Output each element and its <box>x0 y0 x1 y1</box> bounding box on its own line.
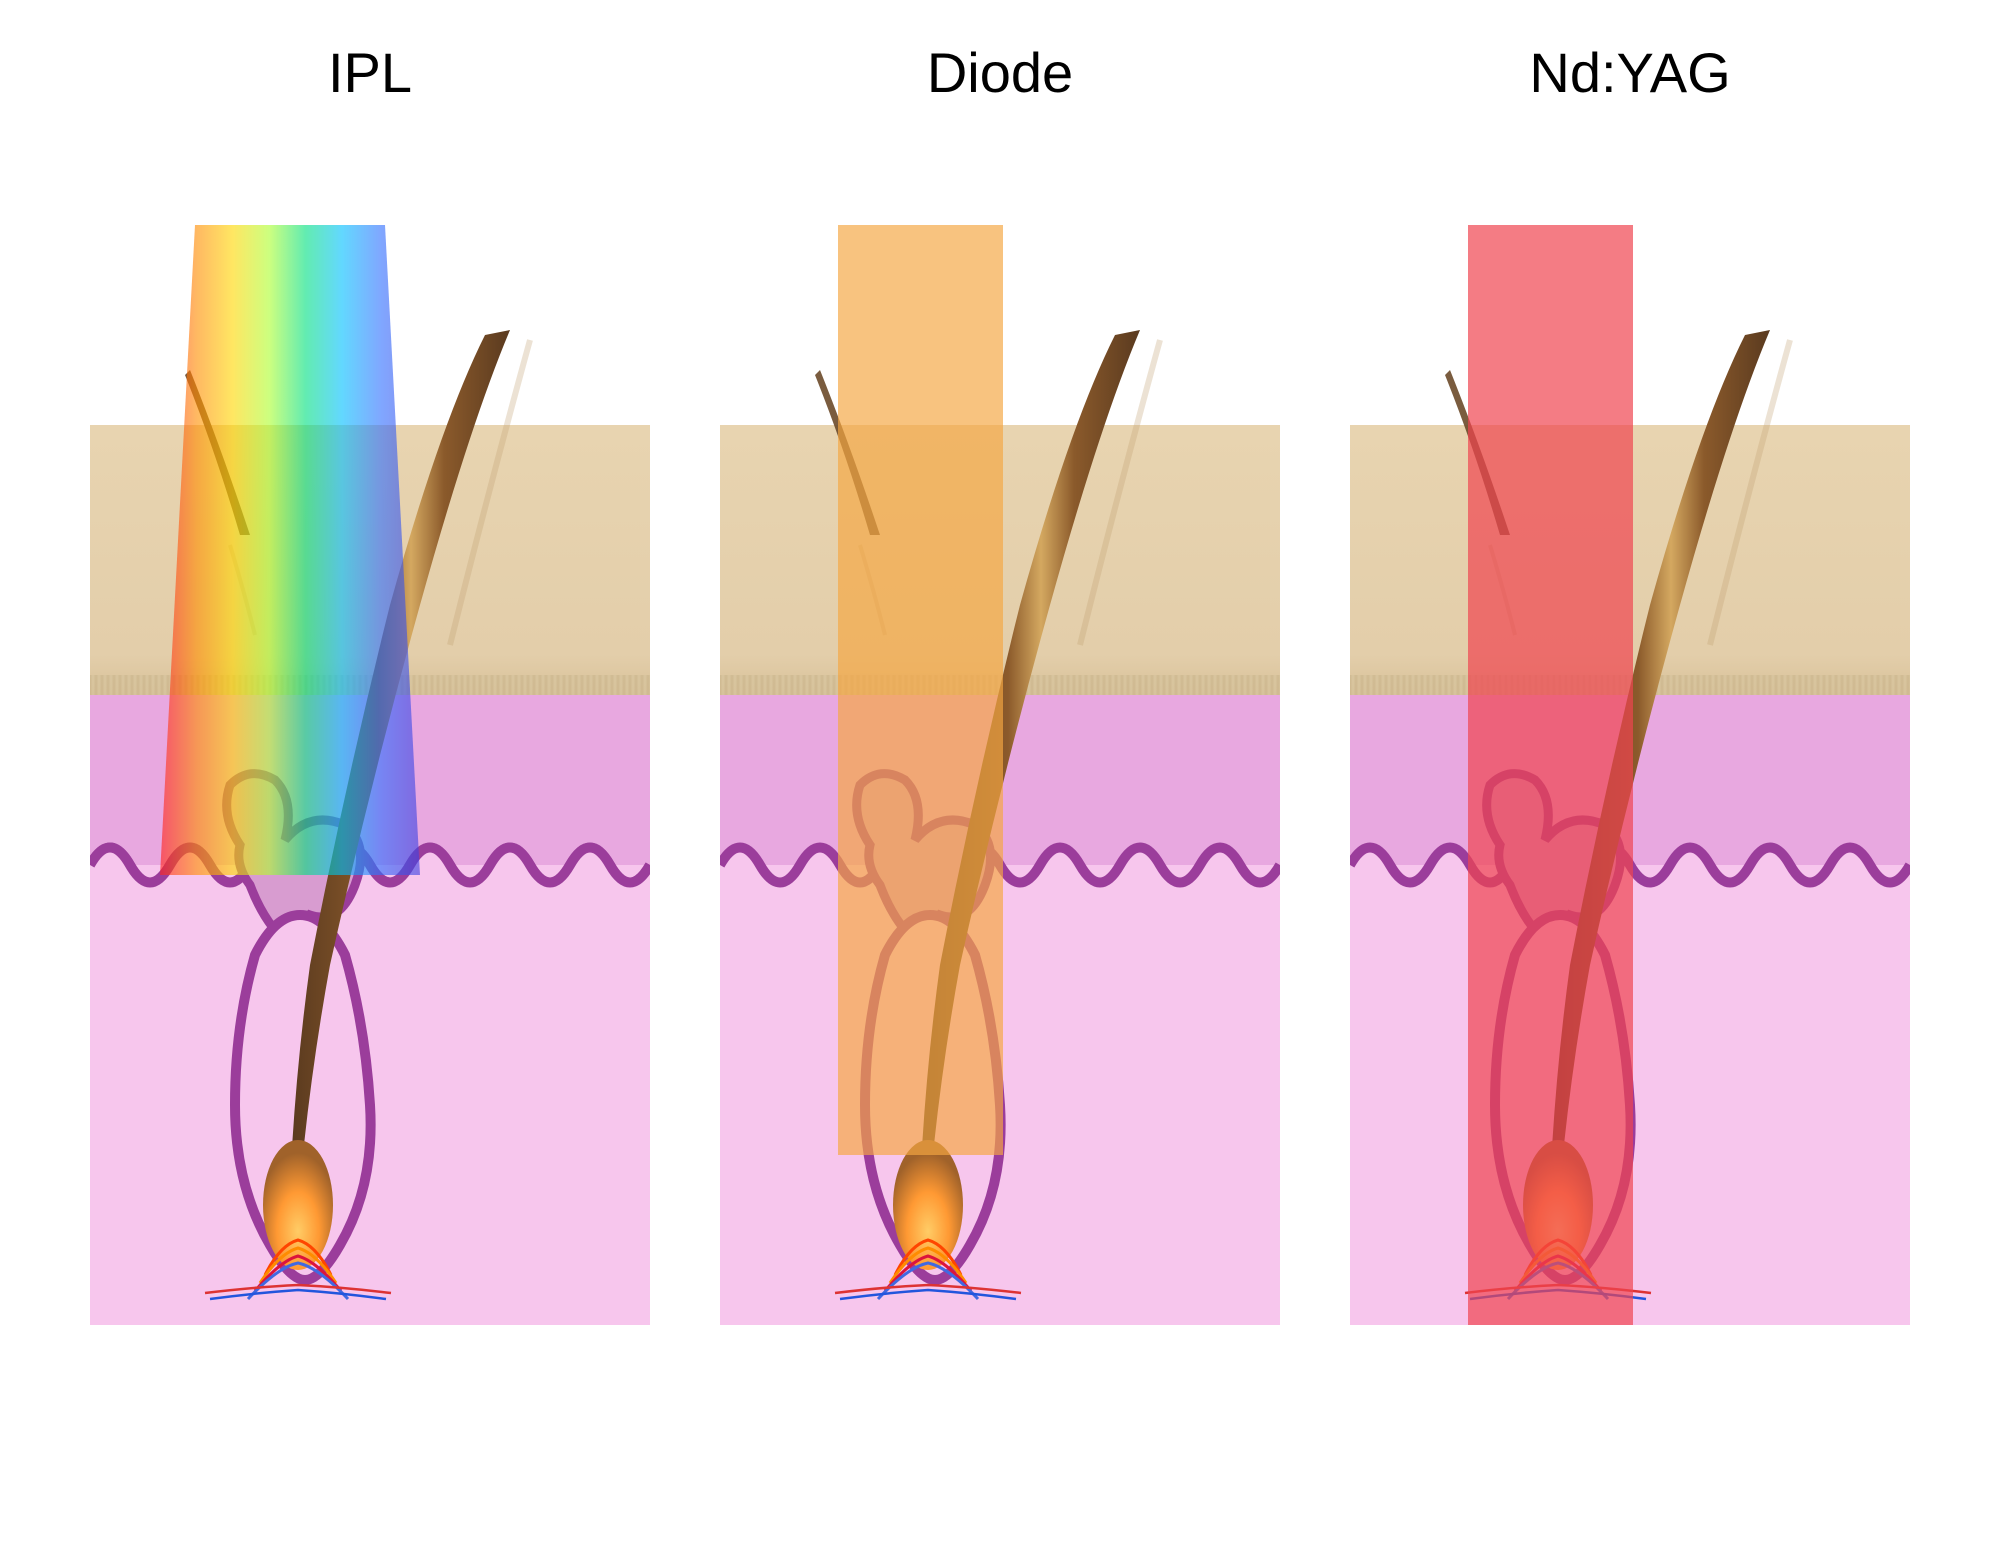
ipl-beam <box>90 225 650 875</box>
panel-ipl: IPL <box>80 40 660 1325</box>
title-ipl: IPL <box>328 40 412 105</box>
dermis-lower-layer <box>90 865 650 1325</box>
ndyag-beam <box>1468 225 1633 1325</box>
diode-beam <box>838 225 1003 1155</box>
title-ndyag: Nd:YAG <box>1529 40 1730 105</box>
diagram-ndyag <box>1350 225 1910 1325</box>
title-diode: Diode <box>927 40 1073 105</box>
diagram-ipl <box>90 225 650 1325</box>
panel-ndyag: Nd:YAG <box>1340 40 1920 1325</box>
diagram-container: IPL <box>0 0 2000 1405</box>
panel-diode: Diode <box>710 40 1290 1325</box>
diagram-diode <box>720 225 1280 1325</box>
